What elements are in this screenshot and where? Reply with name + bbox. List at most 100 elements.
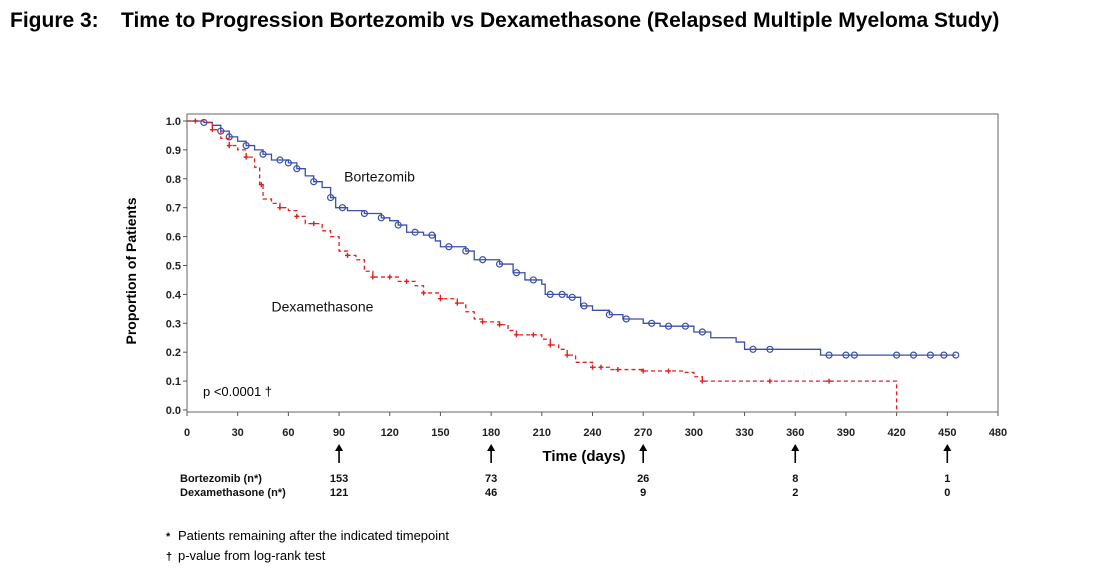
bortezomib-curve [187, 120, 956, 356]
y-tick-label: 0.0 [166, 405, 181, 417]
bortezomib-series-label: Bortezomib [344, 169, 415, 185]
y-tick-label: 0.5 [166, 261, 181, 273]
dexamethasone-censor-marker [243, 154, 249, 160]
dexamethasone-censor-marker [530, 332, 536, 338]
dexamethasone-censor-marker [598, 364, 604, 370]
x-tick-label: 360 [786, 427, 804, 439]
risk-table-value: 0 [944, 487, 950, 499]
timepoint-arrow-head [791, 444, 800, 451]
bortezomib-censor-marker [529, 276, 537, 284]
x-tick-label: 150 [431, 427, 449, 439]
bortezomib-censor-marker [293, 165, 301, 173]
x-tick-label: 330 [735, 427, 753, 439]
x-tick-label: 420 [887, 427, 905, 439]
x-tick-label: 210 [533, 427, 551, 439]
bortezomib-censor-marker [512, 269, 521, 277]
bortezomib-censor-marker [310, 178, 318, 186]
risk-table-value: 8 [792, 473, 798, 485]
x-tick-label: 120 [381, 427, 399, 439]
bortezomib-censor-marker [546, 290, 554, 298]
x-tick-label: 390 [837, 427, 855, 439]
bortezomib-censor-marker [893, 351, 901, 359]
bortezomib-censor-marker [217, 127, 225, 135]
footnote-p-value: † p-value from log-rank test [166, 548, 325, 565]
bortezomib-censor-marker [276, 156, 284, 164]
bortezomib-censor-marker [411, 228, 419, 236]
bortezomib-censor-marker [952, 351, 960, 359]
risk-table-value: 1 [944, 473, 950, 485]
bortezomib-censor-marker [242, 141, 250, 150]
dexamethasone-censor-marker [311, 221, 317, 227]
dexamethasone-censor-marker [666, 368, 672, 374]
x-tick-label: 180 [482, 427, 500, 439]
x-tick-label: 60 [282, 427, 294, 439]
bortezomib-censor-marker [462, 247, 470, 255]
x-tick-label: 240 [583, 427, 601, 439]
bortezomib-censor-marker [850, 351, 858, 359]
dexamethasone-censor-marker [615, 367, 621, 373]
timepoint-arrow-head [639, 444, 648, 451]
dexamethasone-censor-marker [826, 378, 832, 384]
x-tick-label: 300 [685, 427, 703, 439]
risk-table-row-label: Bortezomib (n*) [180, 473, 262, 485]
risk-table-value: 9 [640, 487, 646, 499]
dexamethasone-censor-marker [513, 332, 519, 338]
dexamethasone-series-label: Dexamethasone [271, 299, 373, 315]
footnote-text: p-value from log-rank test [178, 548, 326, 563]
bortezomib-censor-marker [225, 133, 233, 141]
risk-table-value: 73 [485, 473, 497, 485]
footnote-patients-remaining: * Patients remaining after the indicated … [166, 528, 449, 545]
footnote-mark: * [166, 531, 171, 543]
dexamethasone-censor-marker [226, 143, 232, 149]
bortezomib-censor-marker [327, 193, 335, 202]
dexamethasone-censor-marker [437, 296, 443, 302]
bortezomib-censor-marker [338, 204, 347, 212]
bortezomib-censor-marker [284, 159, 292, 167]
footnote-text: Patients remaining after the indicated t… [178, 528, 449, 543]
dexamethasone-censor-marker [640, 368, 646, 374]
timepoint-arrow-head [335, 444, 344, 451]
bortezomib-censor-marker [926, 351, 935, 359]
y-tick-label: 0.3 [166, 318, 181, 330]
x-tick-label: 270 [634, 427, 652, 439]
dexamethasone-censor-marker [258, 182, 264, 188]
bortezomib-censor-marker [940, 351, 948, 359]
y-tick-label: 0.7 [166, 203, 181, 215]
bortezomib-censor-marker [495, 260, 504, 268]
bortezomib-censor-marker [749, 345, 757, 353]
dexamethasone-censor-marker [277, 205, 283, 211]
bortezomib-censor-marker [259, 150, 267, 158]
dexamethasone-curve [187, 120, 898, 410]
timepoint-arrow-head [943, 444, 952, 451]
dexamethasone-censor-marker [767, 378, 773, 384]
dexamethasone-censor-marker [564, 352, 570, 358]
y-tick-label: 1.0 [166, 116, 181, 128]
dexamethasone-censor-marker [454, 300, 460, 306]
dexamethasone-censor-marker [294, 213, 300, 219]
y-tick-label: 0.1 [166, 376, 181, 388]
bortezomib-censor-marker [648, 319, 656, 327]
risk-table-value: 153 [330, 473, 348, 485]
bortezomib-censor-marker [428, 231, 436, 239]
bortezomib-censor-marker [825, 351, 833, 359]
risk-table-value: 2 [792, 487, 798, 499]
dexamethasone-censor-marker [497, 322, 503, 328]
dexamethasone-censor-marker [547, 342, 553, 348]
y-tick-label: 0.2 [166, 347, 181, 359]
dexamethasone-censor-marker [345, 252, 351, 258]
figure-number: Figure 3: [10, 9, 99, 32]
dexamethasone-censor-marker [480, 319, 486, 325]
x-tick-label: 90 [333, 427, 345, 439]
risk-table-value: 26 [637, 473, 649, 485]
bortezomib-censor-marker [698, 328, 706, 336]
bortezomib-censor-marker [568, 293, 576, 301]
bortezomib-censor-marker [479, 256, 487, 264]
dexamethasone-censor-marker [192, 118, 198, 124]
y-tick-label: 0.6 [166, 232, 181, 244]
bortezomib-censor-marker [445, 243, 453, 251]
risk-table-value: 46 [485, 487, 497, 499]
bortezomib-censor-marker [558, 290, 566, 298]
dexamethasone-censor-marker [209, 127, 215, 133]
bortezomib-censor-marker [580, 302, 588, 310]
